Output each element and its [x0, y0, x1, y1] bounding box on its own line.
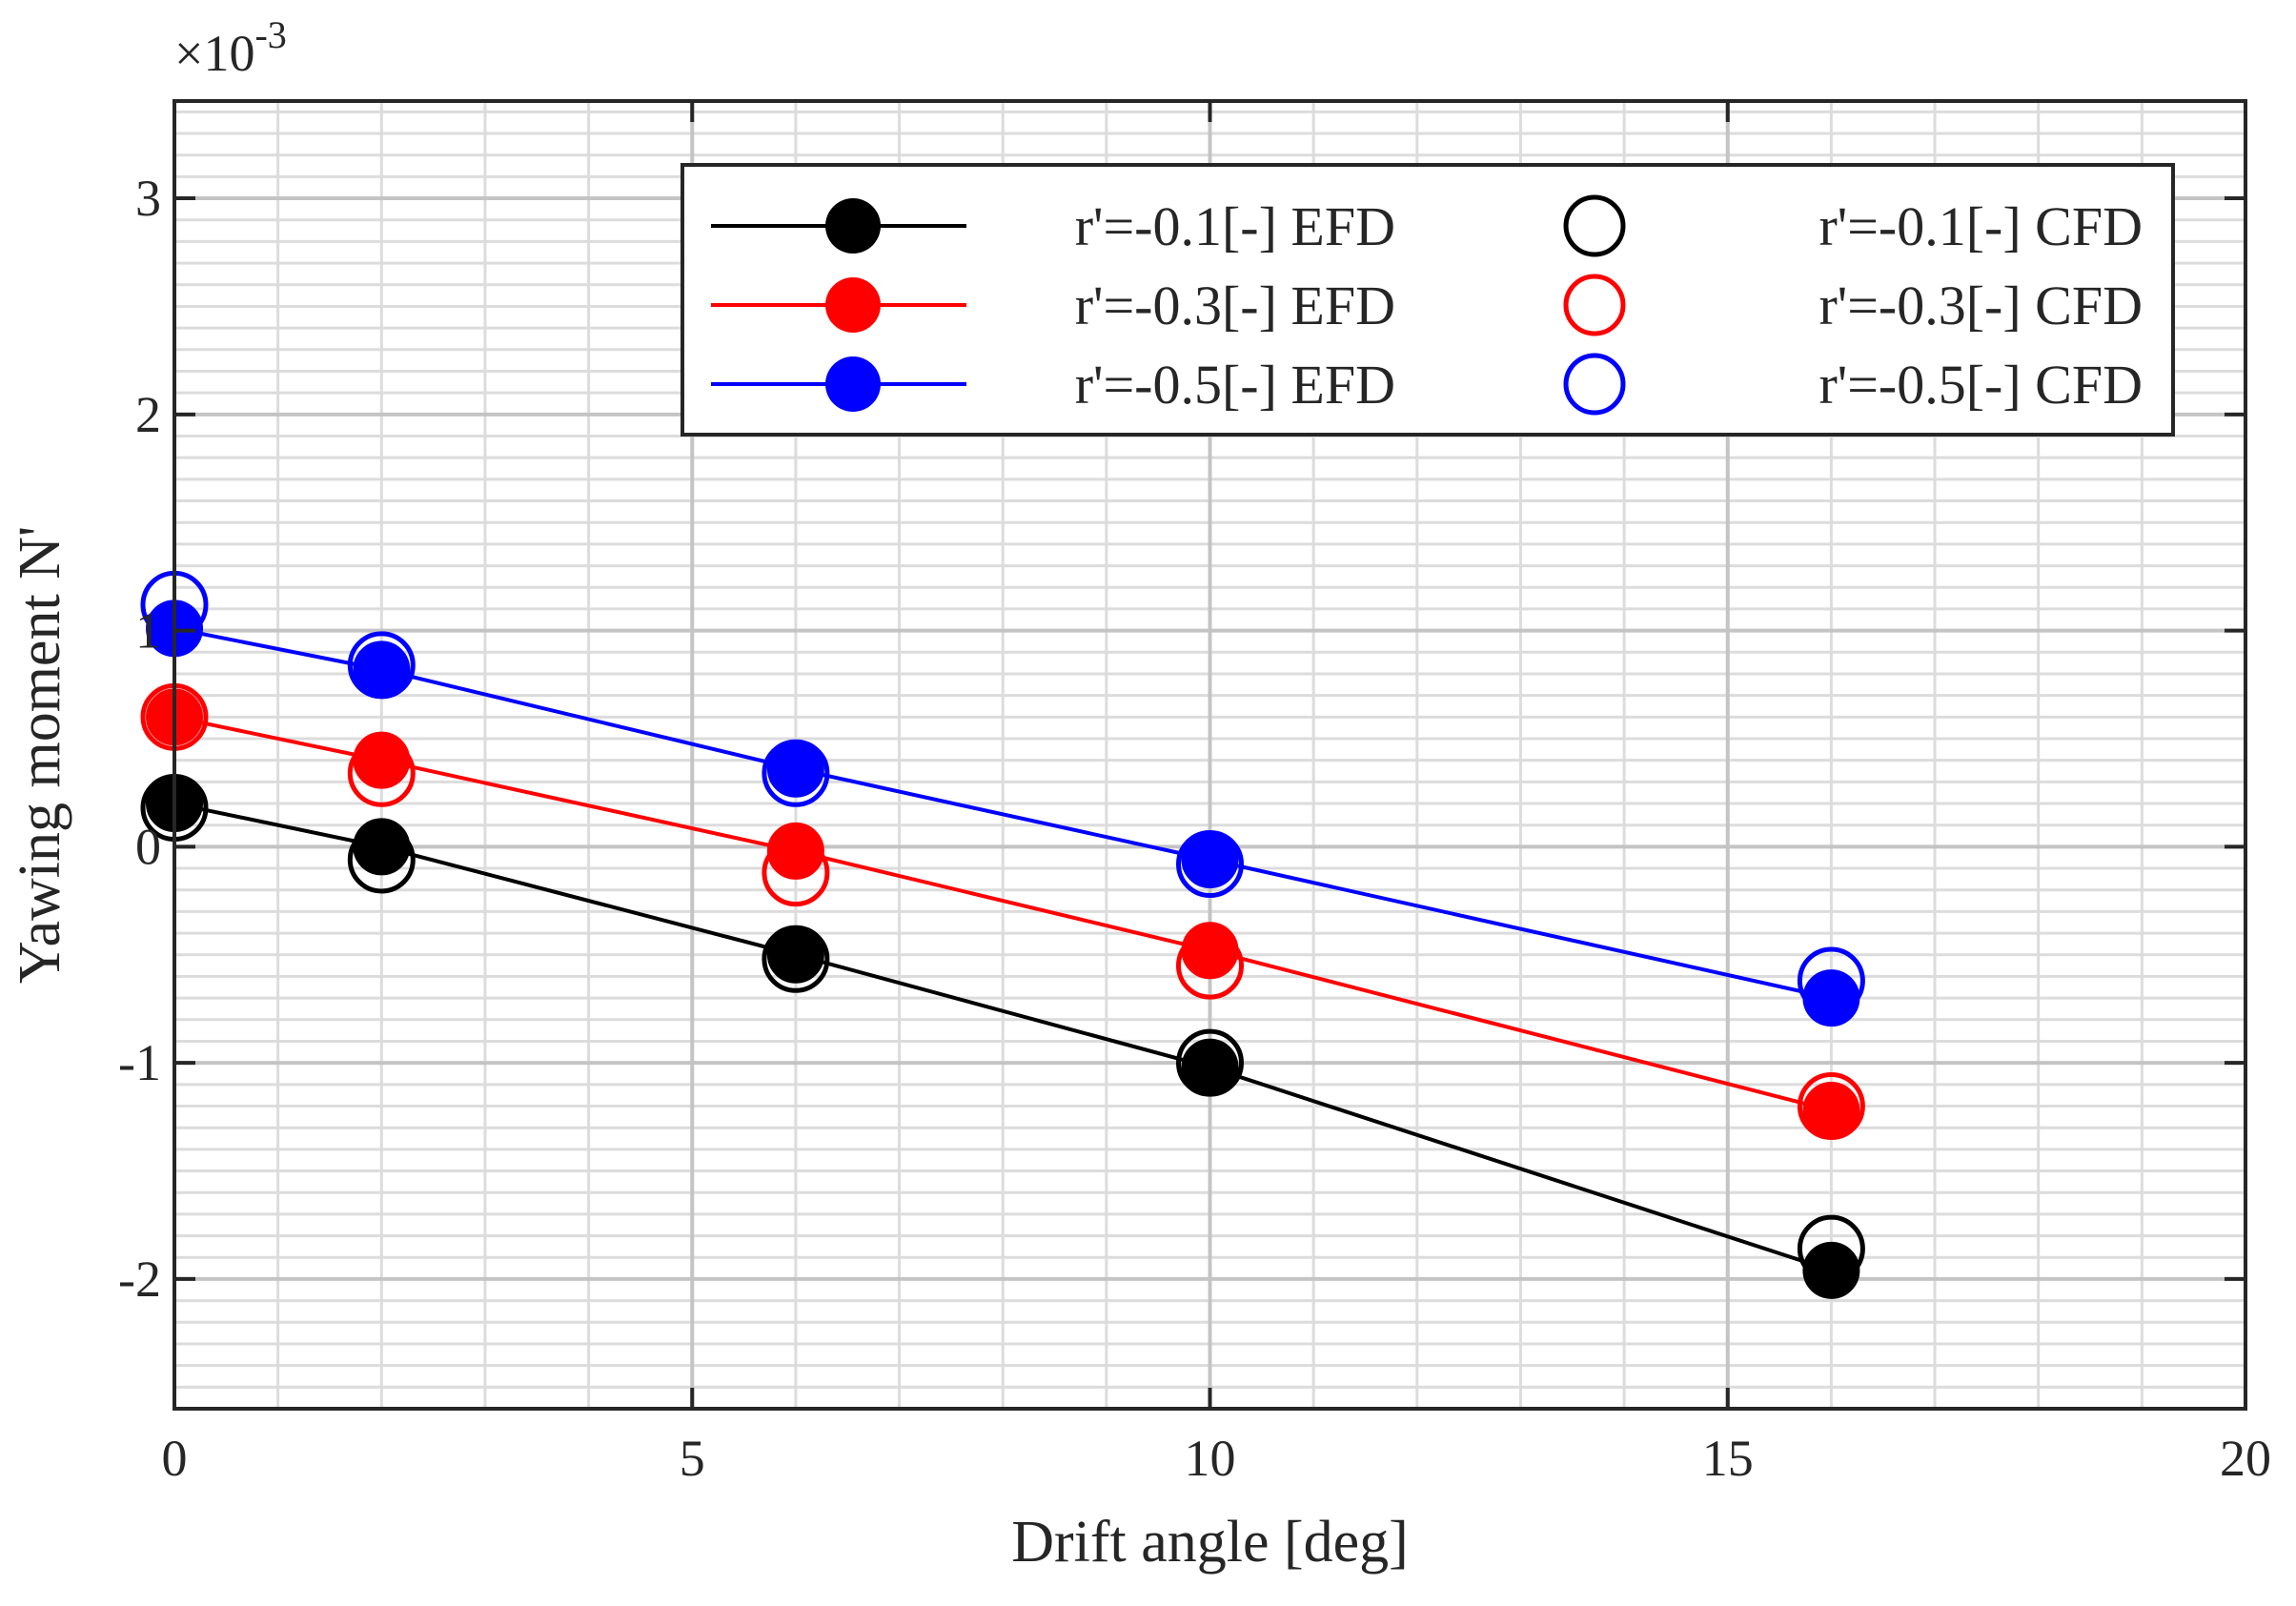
- legend-marker-open: [1563, 274, 1626, 336]
- legend-box: [681, 163, 2175, 437]
- y-tick-label: 3: [135, 170, 161, 227]
- legend-label: r'=-0.3[-] CFD: [1819, 274, 2143, 336]
- data-point-efd: [766, 740, 824, 798]
- series-markers: [140, 570, 1865, 1299]
- y-exponent-power: -3: [254, 13, 286, 56]
- y-tick-label: -1: [118, 1034, 161, 1091]
- axis-ticks: [173, 101, 2247, 1409]
- data-point-efd: [353, 731, 411, 789]
- data-point-efd: [766, 925, 824, 984]
- x-axis-title: Drift angle [deg]: [1011, 1510, 1409, 1575]
- legend-marker-open: [1563, 194, 1626, 257]
- y-tick-label: 0: [135, 818, 161, 875]
- data-point-efd: [1181, 1038, 1239, 1096]
- x-tick-label: 20: [2220, 1430, 2271, 1487]
- x-tick-label: 0: [162, 1430, 188, 1487]
- legend-label: r'=-0.3[-] EFD: [1075, 274, 1395, 336]
- legend-marker-filled: [825, 198, 881, 254]
- legend-label: r'=-0.5[-] CFD: [1819, 354, 2143, 416]
- data-point-efd: [1802, 1082, 1860, 1140]
- x-tick-label: 15: [1702, 1430, 1754, 1487]
- x-tick-label: 10: [1185, 1430, 1236, 1487]
- x-tick-label: 5: [680, 1430, 705, 1487]
- y-tick-label: 2: [135, 386, 161, 443]
- x-tick-labels: 0 5 10 15 20: [162, 1430, 2272, 1487]
- data-point-efd: [1181, 830, 1239, 888]
- y-axis-exponent: ×10-3: [174, 13, 287, 82]
- y-tick-label: -2: [118, 1250, 161, 1308]
- legend-marker-filled: [825, 277, 881, 333]
- data-point-efd: [1802, 1241, 1860, 1299]
- data-point-efd: [766, 822, 824, 880]
- data-point-efd: [353, 640, 411, 699]
- legend-label: r'=-0.1[-] CFD: [1819, 195, 2143, 257]
- data-point-efd: [353, 818, 411, 876]
- legend-label: r'=-0.1[-] EFD: [1075, 195, 1395, 257]
- legend-label: r'=-0.5[-] EFD: [1075, 354, 1395, 416]
- y-tick-label: 1: [135, 602, 161, 660]
- y-tick-labels: -2 -1 0 1 2 3: [118, 170, 161, 1308]
- y-axis-title: Yawing moment N': [8, 526, 72, 984]
- data-point-efd: [1181, 922, 1239, 980]
- legend: r'=-0.1[-] EFD r'=-0.3[-] EFD r'=-0.5[-] E…: [681, 163, 2175, 437]
- legend-marker-open: [1563, 353, 1626, 416]
- data-point-efd: [1802, 969, 1860, 1027]
- y-exponent-base: ×10: [174, 25, 254, 82]
- legend-marker-filled: [825, 356, 881, 412]
